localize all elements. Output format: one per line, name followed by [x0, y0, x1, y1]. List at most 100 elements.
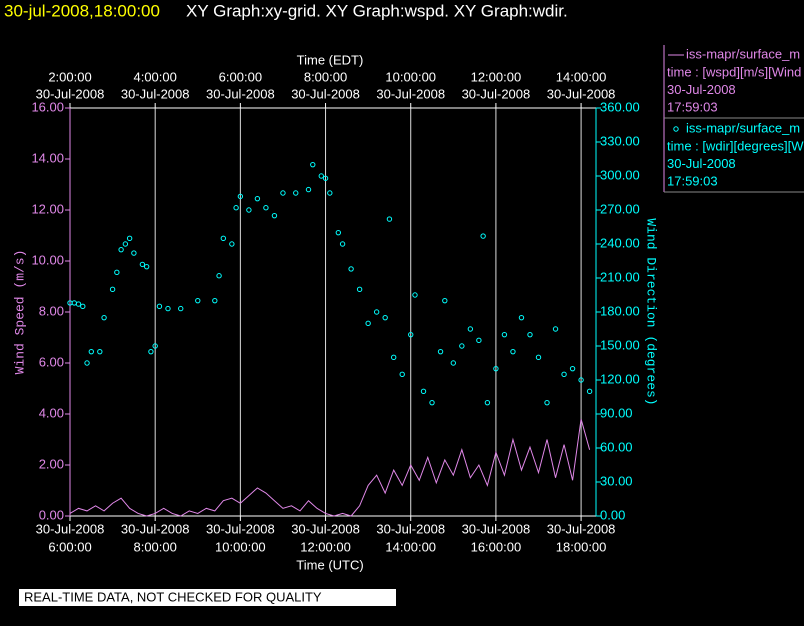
y2-tick-label: 270.00 — [600, 201, 640, 216]
direction-point — [114, 269, 120, 276]
legend-swatch — [673, 126, 679, 132]
direction-point — [233, 205, 239, 211]
direction-point — [322, 175, 329, 181]
legend-detail: time : [wdir][degrees][W — [667, 138, 804, 153]
y2-tick-label: 330.00 — [600, 133, 640, 148]
direction-point — [148, 348, 154, 355]
x2-tick-label: 12:00:00 — [471, 69, 522, 84]
direction-point — [544, 399, 550, 406]
y2-tick-label: 150.00 — [600, 337, 640, 352]
legend-detail: 30-Jul-2008 — [667, 156, 736, 171]
direction-point — [97, 348, 103, 355]
y2-tick-label: 120.00 — [600, 371, 640, 386]
direction-point — [373, 309, 380, 315]
direction-point — [459, 343, 465, 349]
direction-point — [280, 190, 286, 196]
legend-label: iss-mapr/surface_m — [686, 120, 800, 135]
x-tick-label: 18:00:00 — [556, 539, 607, 554]
y-tick-label: 8.00 — [39, 303, 64, 318]
y2-tick-label: 60.00 — [600, 439, 633, 454]
direction-point — [246, 207, 252, 213]
direction-point — [327, 190, 333, 196]
direction-point — [386, 216, 393, 222]
y-tick-label: 10.00 — [31, 252, 64, 267]
y-tick-label: 4.00 — [39, 405, 64, 420]
x-tick-label: 6:00:00 — [48, 539, 91, 554]
x-tick-label: 12:00:00 — [300, 539, 351, 554]
y-tick-label: 16.00 — [31, 99, 64, 114]
x-tick-label: 14:00:00 — [385, 539, 436, 554]
direction-point — [561, 371, 567, 378]
x-tick-date: 30-Jul-2008 — [547, 521, 616, 536]
y2-tick-label: 90.00 — [600, 405, 633, 420]
direction-point — [305, 186, 312, 193]
direction-point — [527, 331, 533, 338]
y-axis-title: Wind Speed (m/s) — [12, 250, 27, 375]
x2-tick-date: 30-Jul-2008 — [547, 86, 616, 101]
x2-axis-title: Time (EDT) — [297, 52, 364, 67]
x-tick-date: 30-Jul-2008 — [121, 521, 190, 536]
x-tick-date: 30-Jul-2008 — [291, 521, 360, 536]
x-tick-date: 30-Jul-2008 — [36, 521, 105, 536]
chart-title: XY Graph:xy-grid. XY Graph:wspd. XY Grap… — [186, 1, 568, 20]
direction-point — [254, 195, 261, 202]
y2-tick-label: 210.00 — [600, 269, 640, 284]
direction-point — [348, 266, 354, 272]
y-tick-label: 6.00 — [39, 354, 64, 369]
direction-point — [408, 331, 414, 338]
direction-point — [195, 297, 201, 304]
footnote-box — [19, 589, 396, 606]
legend-detail: 17:59:03 — [667, 173, 718, 188]
direction-point — [339, 241, 346, 247]
legend-detail: 30-Jul-2008 — [667, 82, 736, 97]
x-tick-label: 10:00:00 — [215, 539, 266, 554]
direction-point — [335, 229, 342, 236]
direction-point — [390, 354, 397, 361]
direction-point — [365, 320, 371, 327]
direction-point — [480, 233, 486, 239]
direction-point — [156, 303, 163, 310]
direction-point — [535, 354, 542, 361]
direction-point — [429, 399, 435, 406]
direction-point — [122, 241, 129, 247]
direction-point — [75, 301, 82, 307]
y-tick-label: 0.00 — [39, 507, 64, 522]
x-tick-date: 30-Jul-2008 — [206, 521, 275, 536]
x2-tick-label: 8:00:00 — [304, 69, 347, 84]
direction-point — [442, 297, 448, 304]
legend-detail: 17:59:03 — [667, 99, 718, 114]
x-tick-date: 30-Jul-2008 — [376, 521, 445, 536]
direction-point — [237, 193, 244, 200]
direction-point — [569, 365, 576, 372]
x2-tick-date: 30-Jul-2008 — [121, 86, 190, 101]
y2-tick-label: 360.00 — [600, 99, 640, 114]
direction-point — [71, 300, 77, 306]
x2-tick-date: 30-Jul-2008 — [206, 86, 275, 101]
direction-point — [318, 173, 324, 179]
direction-point — [229, 241, 235, 247]
direction-point — [101, 314, 107, 321]
y-tick-label: 2.00 — [39, 456, 64, 471]
direction-point — [220, 235, 227, 242]
direction-point — [518, 314, 525, 321]
timestamp: 30-jul-2008,18:00:00 — [4, 1, 160, 20]
direction-point — [109, 286, 116, 293]
direction-point — [126, 235, 133, 242]
y2-tick-label: 240.00 — [600, 235, 640, 250]
y-tick-label: 14.00 — [31, 150, 64, 165]
direction-point — [80, 303, 86, 310]
footnote: REAL-TIME DATA, NOT CHECKED FOR QUALITY — [24, 589, 322, 604]
direction-point — [143, 263, 150, 270]
direction-point — [420, 388, 427, 395]
direction-point — [501, 331, 508, 338]
direction-point — [263, 205, 269, 211]
y2-tick-label: 300.00 — [600, 167, 640, 182]
x2-tick-date: 30-Jul-2008 — [376, 86, 445, 101]
direction-point — [552, 326, 559, 332]
y2-tick-label: 180.00 — [600, 303, 640, 318]
x-axis-title: Time (UTC) — [296, 557, 363, 572]
direction-point — [586, 388, 593, 395]
x2-tick-date: 30-Jul-2008 — [462, 86, 531, 101]
